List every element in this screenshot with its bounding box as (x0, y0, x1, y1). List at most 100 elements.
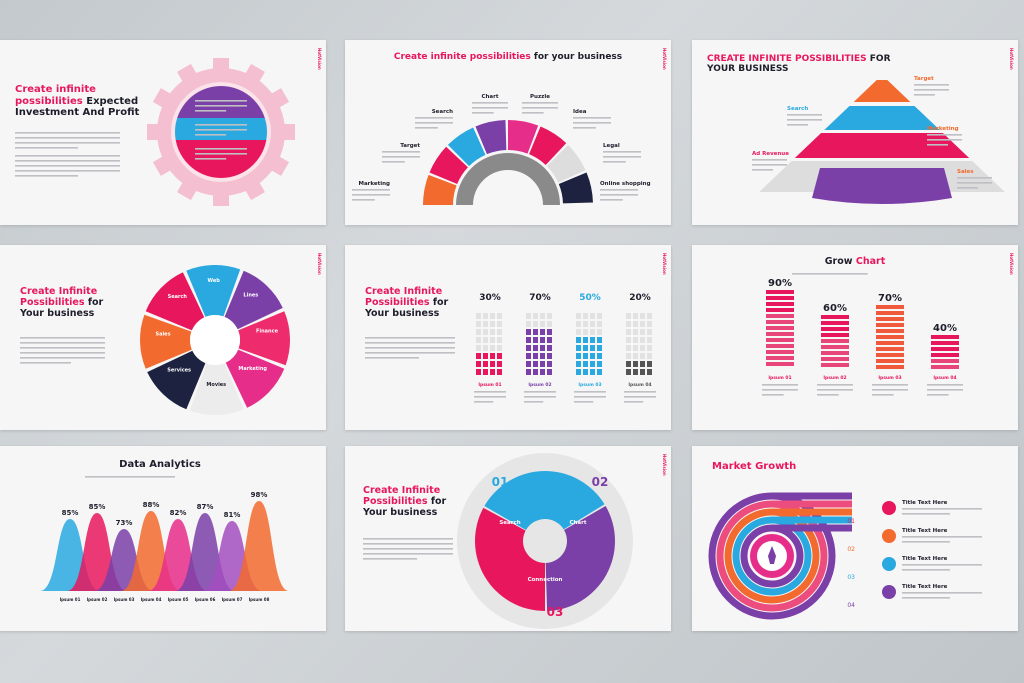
placeholder-text (352, 189, 390, 191)
brand: HotVision (662, 253, 667, 275)
dot (483, 329, 488, 335)
placeholder-text (752, 169, 773, 171)
item-label: Title Text Here (902, 500, 948, 506)
placeholder-text (762, 389, 798, 391)
bar-stripe (931, 353, 959, 357)
item-label: Ipsum 04 (141, 597, 162, 602)
dot (526, 353, 531, 359)
dot (633, 329, 638, 335)
placeholder-text (573, 117, 611, 119)
placeholder-text (600, 199, 623, 201)
placeholder-text (365, 347, 455, 349)
placeholder-text (573, 127, 596, 129)
brand: HotVision (1009, 253, 1014, 275)
slide: 01 Title Text Here 02 Title Text Here 03 Titl… (692, 446, 1018, 631)
dot (483, 369, 488, 375)
item-label: Chart (481, 94, 498, 100)
dot (576, 369, 581, 375)
placeholder-text (902, 564, 982, 566)
dot (547, 313, 552, 319)
placeholder-text (363, 558, 417, 560)
segment (475, 120, 507, 155)
slide-title: Create Infinite Possibilities for Your b… (365, 286, 465, 320)
bar-stripe (766, 302, 794, 306)
value-label: 85% (62, 509, 79, 517)
dot (526, 313, 531, 319)
dot (476, 337, 481, 343)
dot (576, 353, 581, 359)
bar-stripe (766, 344, 794, 348)
dot (540, 337, 545, 343)
dot (526, 321, 531, 327)
dot (576, 321, 581, 327)
placeholder-text (20, 347, 105, 349)
placeholder-text (872, 384, 908, 386)
placeholder-text (363, 538, 453, 540)
placeholder-text (415, 117, 453, 119)
number: 02 (847, 546, 855, 553)
bar-stripe (876, 305, 904, 309)
bar-stripe (931, 365, 959, 369)
dot (640, 369, 645, 375)
title-part: Create Infinite Possibilities (365, 286, 443, 308)
placeholder-text (957, 187, 978, 189)
dot (540, 313, 545, 319)
bar-stripe (821, 351, 849, 355)
ring-segment (140, 314, 192, 369)
bar-stripe (766, 326, 794, 330)
ring-tail (772, 500, 852, 508)
placeholder-text (195, 129, 247, 131)
value-label: 50% (579, 293, 601, 303)
number: 04 (847, 602, 855, 609)
placeholder-text (787, 114, 822, 116)
title-part: Create infinite possibilities (15, 84, 96, 107)
title-part: CREATE INFINITE POSSIBILITIES (707, 54, 867, 64)
item-label: Marketing (238, 366, 267, 372)
bar-stripe (821, 357, 849, 361)
placeholder-text (600, 189, 638, 191)
title-part: Market (712, 461, 752, 472)
placeholder-text (365, 352, 455, 354)
dot (626, 329, 631, 335)
dot (497, 313, 502, 319)
placeholder-text (472, 112, 494, 114)
dot (476, 329, 481, 335)
title-part: Grow (824, 256, 853, 267)
dot (483, 337, 488, 343)
placeholder-text (872, 394, 894, 396)
dot (590, 337, 595, 343)
title-part: for Your business (363, 495, 447, 518)
dot (497, 361, 502, 367)
item-label: Ipsum 08 (249, 597, 270, 602)
item-label: Ipsum 02 (823, 375, 846, 381)
item-label: Marketing (927, 126, 959, 132)
segment (423, 174, 457, 205)
dot (640, 337, 645, 343)
dot (576, 337, 581, 343)
placeholder-text (195, 134, 227, 136)
dot (533, 337, 538, 343)
item-label: Puzzle (530, 94, 550, 100)
placeholder-text (15, 155, 120, 157)
dot (476, 353, 481, 359)
icon (882, 585, 896, 599)
dot (490, 329, 495, 335)
pyramid-layer (794, 133, 970, 158)
slide-title: Create Infinite Possibilities for Your b… (363, 485, 463, 519)
ring-center (190, 315, 240, 365)
placeholder-text (573, 122, 611, 124)
placeholder-text (195, 105, 247, 107)
value-label: 82% (170, 509, 187, 517)
slide-title: Create infinite possibilities Expected I… (15, 84, 140, 119)
placeholder-text (574, 396, 606, 398)
number: 01 (847, 518, 855, 525)
placeholder-text (363, 543, 453, 545)
placeholder-text (603, 151, 641, 153)
placeholder-text (624, 401, 644, 403)
dot (640, 329, 645, 335)
dot (533, 353, 538, 359)
item-label: Ipsum 03 (878, 375, 901, 381)
placeholder-text (524, 401, 544, 403)
placeholder-text (902, 592, 982, 594)
